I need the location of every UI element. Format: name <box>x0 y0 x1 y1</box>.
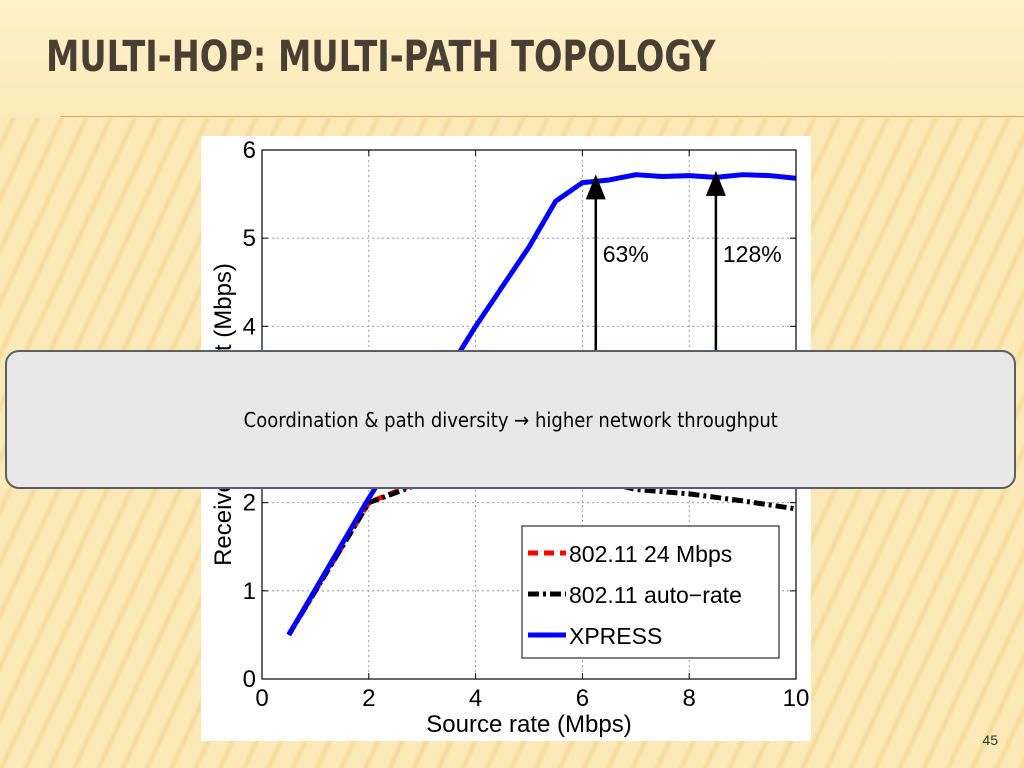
x-tick-label: 6 <box>576 685 589 712</box>
x-tick-label: 0 <box>255 685 268 712</box>
x-tick-label: 2 <box>362 685 375 712</box>
slide-title: MULTI-HOP: MULTI-PATH TOPOLOGY <box>46 32 716 82</box>
legend-label-1: 802.11 auto−rate <box>569 582 742 608</box>
y-tick-label: 1 <box>243 578 256 605</box>
x-tick-label: 10 <box>783 685 810 712</box>
y-tick-label: 0 <box>243 666 256 693</box>
title-panel <box>0 0 1024 118</box>
y-tick-label: 6 <box>243 137 256 164</box>
annotation-label-1: 128% <box>723 241 782 267</box>
chart-legend: 802.11 24 Mbps 802.11 auto−rate XPRESS <box>521 525 780 659</box>
chart-annotations: 63% 128% <box>585 170 782 362</box>
callout-box: Coordination & path diversity → higher n… <box>5 350 1016 489</box>
x-axis-label: Source rate (Mbps) <box>426 711 631 738</box>
legend-label-2: XPRESS <box>569 623 662 649</box>
legend-label-0: 802.11 24 Mbps <box>569 541 732 567</box>
annotation-label-0: 63% <box>603 241 649 267</box>
callout-text: Coordination & path diversity → higher n… <box>243 407 778 432</box>
page-number: 45 <box>982 732 998 748</box>
x-tick-label: 4 <box>469 685 482 712</box>
y-tick-label: 2 <box>243 490 256 517</box>
x-tick-label: 8 <box>683 685 696 712</box>
y-tick-label: 4 <box>243 313 256 340</box>
y-tick-label: 5 <box>243 225 256 252</box>
series-line-2 <box>286 172 797 637</box>
title-divider <box>60 116 1024 117</box>
